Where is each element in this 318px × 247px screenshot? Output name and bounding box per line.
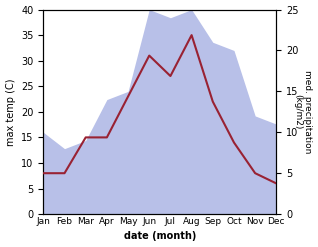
Y-axis label: med. precipitation
(kg/m2): med. precipitation (kg/m2)	[293, 70, 313, 154]
X-axis label: date (month): date (month)	[124, 231, 196, 242]
Y-axis label: max temp (C): max temp (C)	[5, 78, 16, 145]
